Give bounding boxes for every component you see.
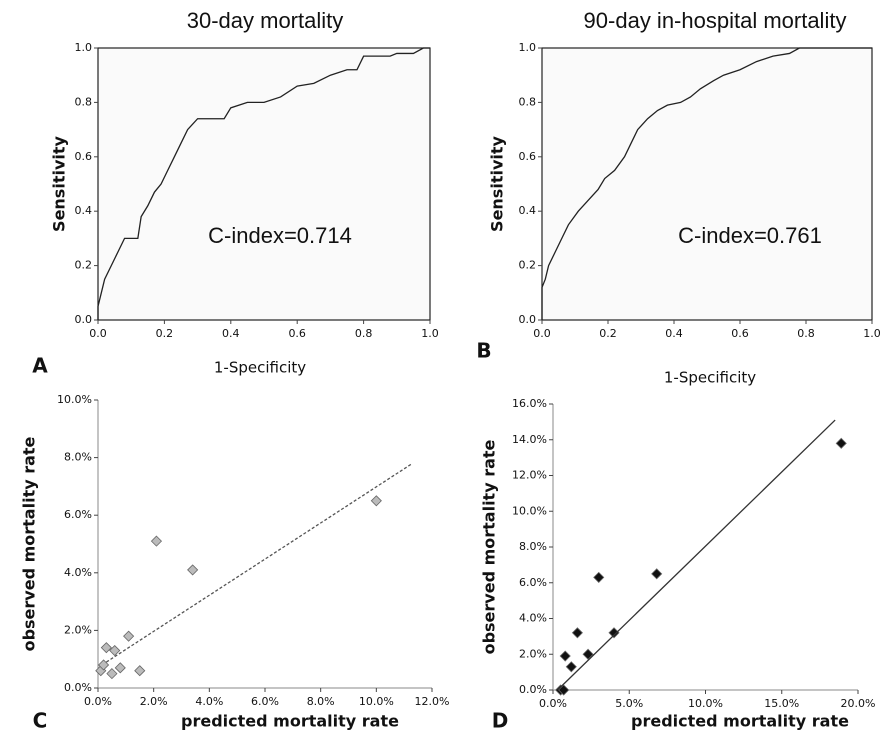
y-tick-label: 0.0% <box>64 681 92 694</box>
y-tick-label: 0.0 <box>519 313 537 326</box>
x-tick-label: 0.4 <box>665 327 683 340</box>
y-tick-label: 0.4 <box>519 204 537 217</box>
x-tick-label: 20.0% <box>841 697 876 710</box>
x-tick-label: 0.0% <box>539 697 567 710</box>
point <box>134 665 146 677</box>
plot-frame <box>541 47 873 321</box>
y-axis-label: Sensitivity <box>488 135 507 231</box>
y-tick-label: 0.2 <box>75 259 93 272</box>
point <box>150 535 163 547</box>
x-tick-label: 0.4 <box>222 327 240 340</box>
point <box>187 564 199 576</box>
point <box>98 659 110 671</box>
y-tick-label: 0.6 <box>519 150 537 163</box>
point <box>100 642 112 654</box>
y-tick-label: 0.2 <box>519 259 537 272</box>
trend-line <box>557 419 836 691</box>
y-tick-label: 6.0% <box>519 576 547 589</box>
point <box>593 571 605 583</box>
x-axis-label: predicted mortality rate <box>181 712 399 731</box>
y-tick-label: 12.0% <box>512 469 547 482</box>
point <box>565 661 577 673</box>
point <box>106 668 118 680</box>
point <box>114 662 126 674</box>
x-tick-label: 0.6 <box>288 327 306 340</box>
x-tick-label: 0.8 <box>797 327 815 340</box>
x-tick-label: 0.2 <box>156 327 174 340</box>
x-tick-label: 2.0% <box>140 695 168 708</box>
y-tick-label: 2.0% <box>519 647 547 660</box>
x-tick-label: 8.0% <box>307 695 335 708</box>
y-tick-label: 0.0 <box>75 313 93 326</box>
x-tick-label: 1.0 <box>863 327 881 340</box>
annotation: C-index=0.714 <box>208 223 352 248</box>
panel-label: A <box>32 354 48 378</box>
x-axis-label: 1-Specificity <box>214 359 306 377</box>
y-tick-label: 1.0 <box>75 41 93 54</box>
x-tick-label: 6.0% <box>251 695 279 708</box>
y-tick-label: 4.0% <box>519 612 547 625</box>
y-tick-label: 0.4 <box>75 204 93 217</box>
y-tick-label: 4.0% <box>64 566 92 579</box>
x-tick-label: 5.0% <box>615 697 643 710</box>
x-tick-label: 0.8 <box>355 327 373 340</box>
x-tick-label: 12.0% <box>415 695 450 708</box>
chart-title: 90-day in-hospital mortality <box>584 8 847 33</box>
y-tick-label: 10.0% <box>512 504 547 517</box>
roc-curve <box>541 47 872 320</box>
y-tick-label: 2.0% <box>64 623 92 636</box>
panel-label: C <box>33 709 48 733</box>
y-tick-label: 8.0% <box>519 540 547 553</box>
point <box>559 650 571 662</box>
chart-title: 30-day mortality <box>187 8 344 33</box>
y-tick-label: 0.8 <box>519 95 537 108</box>
x-tick-label: 1.0 <box>421 327 439 340</box>
point <box>109 644 121 657</box>
y-tick-label: 6.0% <box>64 508 92 521</box>
x-tick-label: 10.0% <box>688 697 723 710</box>
x-tick-label: 0.0 <box>533 327 551 340</box>
annotation: C-index=0.761 <box>678 223 822 248</box>
x-tick-label: 0.0 <box>89 327 107 340</box>
y-tick-label: 1.0 <box>519 41 537 54</box>
y-tick-label: 0.0% <box>519 683 547 696</box>
y-tick-label: 0.8 <box>75 95 93 108</box>
trend-line <box>105 462 413 663</box>
point <box>651 568 663 580</box>
panel-label: B <box>476 339 491 363</box>
point <box>582 648 594 660</box>
x-tick-label: 10.0% <box>359 695 394 708</box>
point <box>608 627 620 639</box>
y-axis-label: observed mortality rate <box>20 436 39 651</box>
y-tick-label: 0.6 <box>75 150 93 163</box>
panel-label: D <box>492 709 509 733</box>
x-axis-label: 1-Specificity <box>664 369 756 387</box>
y-tick-label: 16.0% <box>512 397 547 410</box>
y-tick-label: 10.0% <box>57 393 92 406</box>
y-tick-label: 8.0% <box>64 451 92 464</box>
y-axis-label: Sensitivity <box>50 135 69 231</box>
x-tick-label: 4.0% <box>195 695 223 708</box>
point <box>835 437 847 449</box>
x-tick-label: 0.2 <box>599 327 617 340</box>
x-tick-label: 15.0% <box>764 697 799 710</box>
roc-curve <box>97 47 430 320</box>
plot-frame <box>97 47 431 321</box>
y-axis-label: observed mortality rate <box>480 439 499 654</box>
point <box>123 630 135 642</box>
x-axis-label: predicted mortality rate <box>631 712 849 731</box>
x-tick-label: 0.6 <box>731 327 749 340</box>
point <box>370 495 382 507</box>
point <box>571 627 583 639</box>
x-tick-label: 0.0% <box>84 695 112 708</box>
point <box>558 684 570 696</box>
y-tick-label: 14.0% <box>512 433 547 446</box>
